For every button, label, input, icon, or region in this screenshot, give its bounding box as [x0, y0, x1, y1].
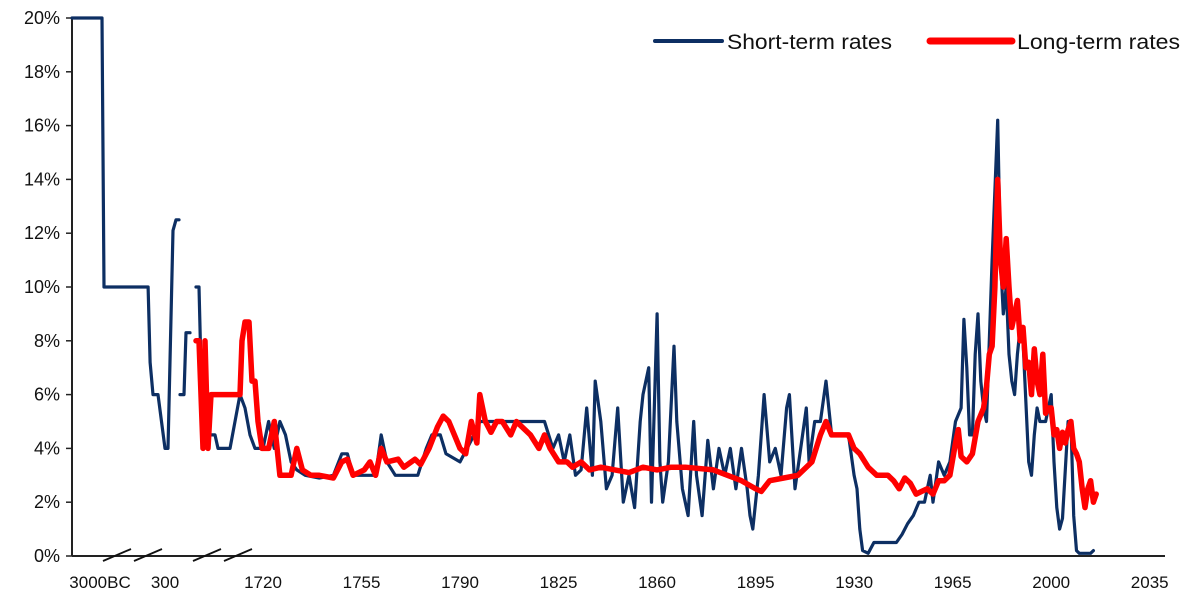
legend-label: Short-term rates — [727, 31, 892, 54]
x-tick-label: 2035 — [1131, 573, 1169, 592]
x-tick-label: 1825 — [540, 573, 578, 592]
x-tick-label: 3000BC — [69, 573, 130, 592]
x-tick-label: 300 — [151, 573, 179, 592]
y-tick-label: 14% — [24, 169, 60, 189]
y-tick-label: 4% — [34, 438, 60, 458]
axes: 0% 2% 4% 6% 8% 10% 12% 14% 16% 18% 20% 3000BC 300 172… — [24, 8, 1169, 592]
axis-break-mark — [102, 548, 132, 562]
x-tick-label: 1860 — [638, 573, 676, 592]
y-tick-label: 16% — [24, 116, 60, 136]
axis-break-mark — [223, 548, 253, 562]
legend: Short-term rates Long-term rates — [653, 31, 1180, 54]
x-tick-label: 1965 — [934, 573, 972, 592]
y-tick-label: 6% — [34, 385, 60, 405]
long-term-rates-line — [260, 176, 1099, 511]
x-tick-label: 1790 — [441, 573, 479, 592]
x-tick-label: 1895 — [737, 573, 775, 592]
y-tick-label: 20% — [24, 8, 60, 28]
x-tick-label: 1755 — [343, 573, 381, 592]
y-tick-label: 10% — [24, 277, 60, 297]
y-tick-label: 8% — [34, 331, 60, 351]
long-term-rates-line — [193, 319, 265, 452]
y-tick-label: 2% — [34, 492, 60, 512]
axis-break-mark — [133, 548, 163, 562]
legend-label: Long-term rates — [1017, 31, 1180, 54]
short-term-rates-line — [178, 331, 192, 397]
y-tick-label: 12% — [24, 223, 60, 243]
y-tick-label: 18% — [24, 62, 60, 82]
x-tick-label: 1930 — [835, 573, 873, 592]
x-tick-label: 1720 — [244, 573, 282, 592]
y-tick-label: 0% — [34, 546, 60, 566]
axis-break-mark — [192, 548, 222, 562]
x-tick-label: 2000 — [1032, 573, 1070, 592]
short-term-rates-line — [70, 16, 181, 450]
series-lines — [70, 16, 1099, 555]
short-term-rates-line — [261, 118, 1095, 555]
